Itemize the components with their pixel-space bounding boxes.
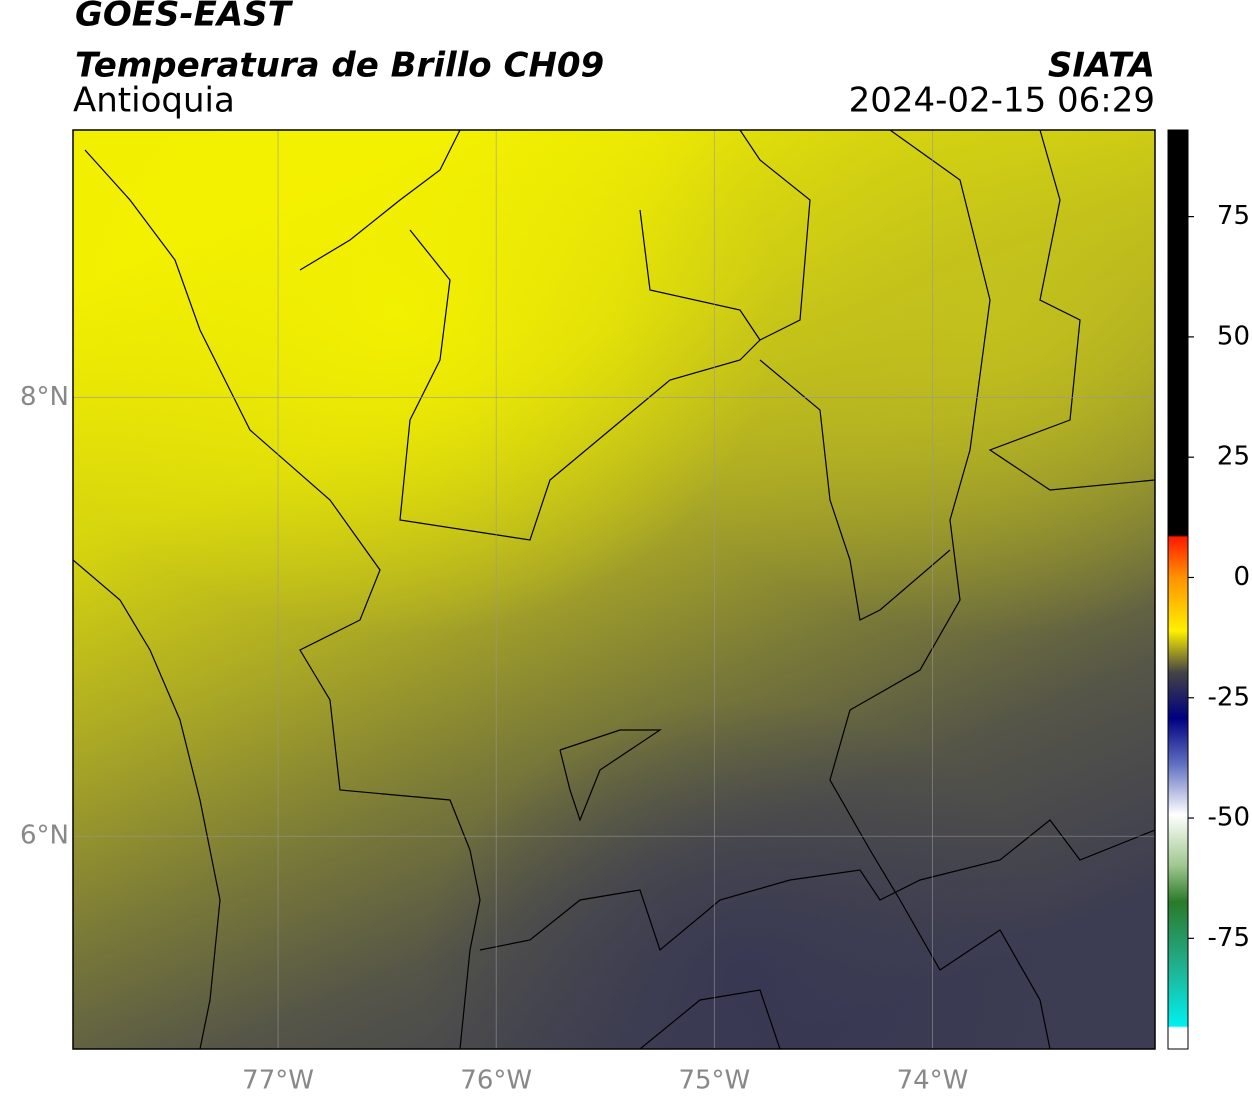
map-frame <box>72 129 1156 1050</box>
colorbar-tick-label: -50 <box>1208 803 1250 833</box>
title: GOES-EAST <box>75 0 294 35</box>
x-tick-label: 76°W <box>460 1066 532 1096</box>
region: Antioquia <box>73 81 235 121</box>
x-tick-label: 74°W <box>897 1066 969 1096</box>
colorbar-tick-label: -75 <box>1208 923 1250 953</box>
colorbar-tick-label: 0 <box>1233 562 1250 592</box>
x-tick-label: 77°W <box>242 1066 314 1096</box>
y-tick-label: 8°N <box>20 382 69 412</box>
datetime: 2024-02-15 06:29 <box>849 81 1155 121</box>
colorbar-tick-label: -25 <box>1208 682 1250 712</box>
colorbar-tick-label: 25 <box>1217 442 1250 472</box>
colorbar-tick-label: 75 <box>1217 201 1250 231</box>
x-tick-label: 75°W <box>678 1066 750 1096</box>
map-image <box>73 130 1155 1049</box>
subtitle: Temperatura de Brillo CH09 <box>75 46 604 86</box>
colorbar-tick-label: 50 <box>1217 321 1250 351</box>
colorbar <box>1167 129 1189 1050</box>
source: SIATA <box>1048 46 1155 86</box>
y-tick-label: 6°N <box>20 821 69 851</box>
